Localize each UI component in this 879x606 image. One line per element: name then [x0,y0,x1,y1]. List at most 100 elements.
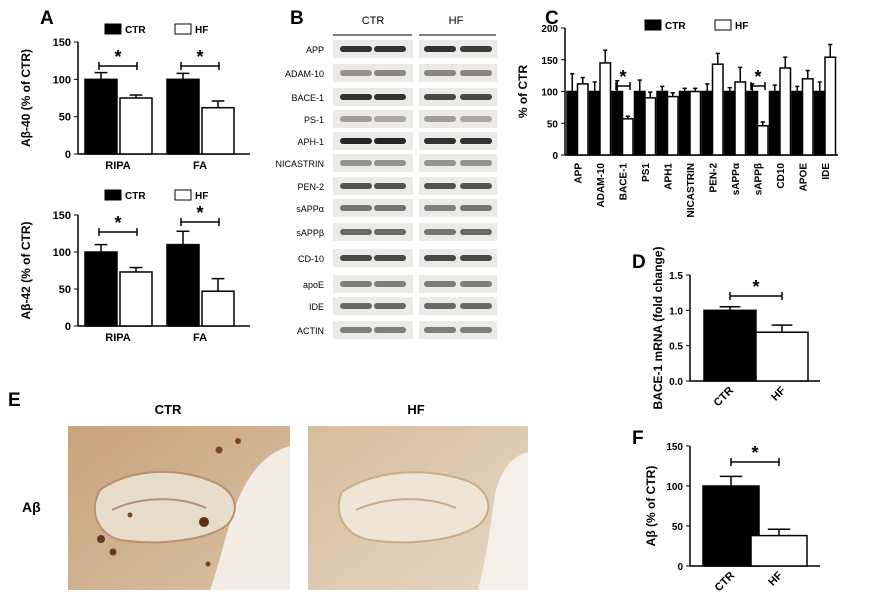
y-tick-label: 0 [65,321,71,333]
blot-band-8-1 [374,229,406,235]
bar-ctr-ripa [84,78,118,155]
x-tick-label-7: sAPPα [731,162,742,195]
bar-hf-10 [801,78,814,156]
blot-band-8-0 [340,229,372,235]
bar-ctr-5 [678,90,691,156]
blot-strip-hf-8 [419,223,497,241]
chart-bace1-mrna: 0.0 0.5 1.0 1.5 BACE-1 mRNA (fold change) CTR… [651,247,820,410]
y-tick-label: 100 [53,247,71,259]
y-tick-label: 50 [547,119,559,130]
bar-hf-ripa [119,97,153,155]
bar-ctr-1 [588,90,601,156]
blot-group-ctr: CTR [362,15,385,27]
blot-label-9: CD-10 [298,254,324,264]
blot-band-4-2 [424,138,456,144]
legend-label-ctr: CTR [125,25,146,36]
y-axis-label: BACE-1 mRNA (fold change) [651,247,665,410]
y-tick-label: 50 [672,522,684,533]
blot-band-3-0 [340,116,372,122]
blot-strip-ctr-8 [333,223,413,241]
legend-swatch-ctr [104,23,122,35]
blot-band-8-2 [424,229,456,235]
blot-strip-ctr-12 [333,321,413,339]
blot-strip-hf-10 [419,275,497,293]
panel-label-b: B [290,8,304,29]
blot-band-4-0 [340,138,372,144]
significance-fa-star: * [196,47,203,67]
y-axis-label: Aβ (% of CTR) [644,466,658,547]
bar-ctr-11 [813,90,826,156]
x-tick-label-4: APH1 [664,163,675,190]
x-tick-label-10: APOE [799,163,810,192]
blot-band-10-0 [340,281,372,287]
blot-strip-hf-9 [419,249,497,267]
x-tick-label-11: IDE [821,163,832,180]
bar-hf-fa [201,106,235,155]
y-tick-label: 0 [552,151,558,162]
blot-band-10-2 [424,281,456,287]
legend-swatch-hf [174,189,192,201]
x-tick-label-2: BACE-1 [619,163,630,201]
blot-band-3-3 [460,116,492,122]
blot-label-8: sAPPβ [296,228,324,238]
y-axis-label: % of CTR [516,65,530,119]
x-tick-label-fa: FA [193,332,207,344]
blot-band-2-1 [374,94,406,100]
blot-strip-ctr-0 [333,40,413,58]
blot-band-8-3 [460,229,492,235]
blot-band-2-3 [460,94,492,100]
legend-label-hf: HF [735,21,748,32]
y-tick-label: 100 [666,482,683,493]
bar-ctr-3 [633,90,646,156]
blot-band-10-1 [374,281,406,287]
blot-band-9-3 [460,255,492,261]
histology-title-hf: HF [407,402,424,417]
y-tick-label: 150 [541,56,558,67]
blot-group-hf: HF [449,15,464,27]
blot-band-11-1 [374,303,406,309]
x-tick-label-1: ADAM-10 [596,163,607,208]
significance-ripa-star: * [114,47,121,67]
blot-band-7-0 [340,205,372,211]
legend-label-hf: HF [195,191,208,202]
blot-band-1-1 [374,70,406,76]
chart-protein-levels: 0 50 100 150 200 % of CTR CTR HF APP ADAM-10 BACE-… [516,19,838,217]
significance-fa-star: * [196,203,203,223]
histology-image-hf [308,426,528,590]
blot-label-6: PEN-2 [297,182,324,192]
blot-band-0-0 [340,46,372,52]
panel-label-e: E [8,390,21,411]
panel-label-d: D [632,252,646,273]
y-tick-label: 0.5 [669,342,683,353]
bar-ctr-2 [611,90,624,156]
legend-swatch-ctr [104,189,122,201]
y-tick-label: 0 [65,149,71,161]
legend-swatch-hf [174,23,192,35]
chart-abeta-staining: 0 50 100 150 Aβ (% of CTR) CTR HF * [644,442,820,594]
blot-band-9-1 [374,255,406,261]
histology-panel: CTR HF Aβ [22,402,528,590]
x-tick-label-0: APP [574,163,585,184]
chart-abeta40: 0 50 100 150 Aβ-40 (% of CTR) CTR HF RIPA * FA * [19,23,250,172]
y-tick-label: 1.5 [669,271,683,282]
chart-abeta42: 0 50 100 150 Aβ-42 (% of CTR) CTR HF RIPA * FA * [19,189,250,344]
legend-label-hf: HF [195,25,208,36]
blot-strip-hf-5 [419,154,497,172]
blot-band-0-2 [424,46,456,52]
blot-strip-ctr-9 [333,249,413,267]
x-tick-label-8: sAPPβ [754,163,765,195]
blot-band-1-3 [460,70,492,76]
blot-strip-ctr-4 [333,132,413,150]
significance-star: * [751,443,758,463]
blot-strip-hf-11 [419,297,497,315]
bar-hf-fa [201,290,235,327]
bar-hf-6 [711,63,724,156]
blot-band-1-2 [424,70,456,76]
blot-band-11-2 [424,303,456,309]
bar-hf-4 [666,95,679,156]
blot-label-5: NICASTRIN [275,159,324,169]
bar-ctr-fa [166,78,200,155]
histology-image-ctr [68,426,290,590]
x-tick-label-ripa: RIPA [105,332,131,344]
